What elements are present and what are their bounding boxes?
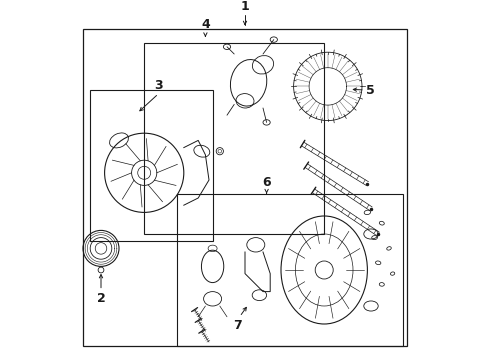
Text: 6: 6 <box>262 176 271 189</box>
Text: 1: 1 <box>241 0 249 13</box>
Text: 5: 5 <box>366 84 374 97</box>
Bar <box>83 29 407 346</box>
Bar <box>144 43 324 234</box>
Bar <box>90 90 213 241</box>
Text: 4: 4 <box>201 18 210 31</box>
Text: 2: 2 <box>97 292 105 305</box>
Text: 7: 7 <box>233 319 242 332</box>
Bar <box>176 194 403 346</box>
Text: 3: 3 <box>154 79 163 92</box>
